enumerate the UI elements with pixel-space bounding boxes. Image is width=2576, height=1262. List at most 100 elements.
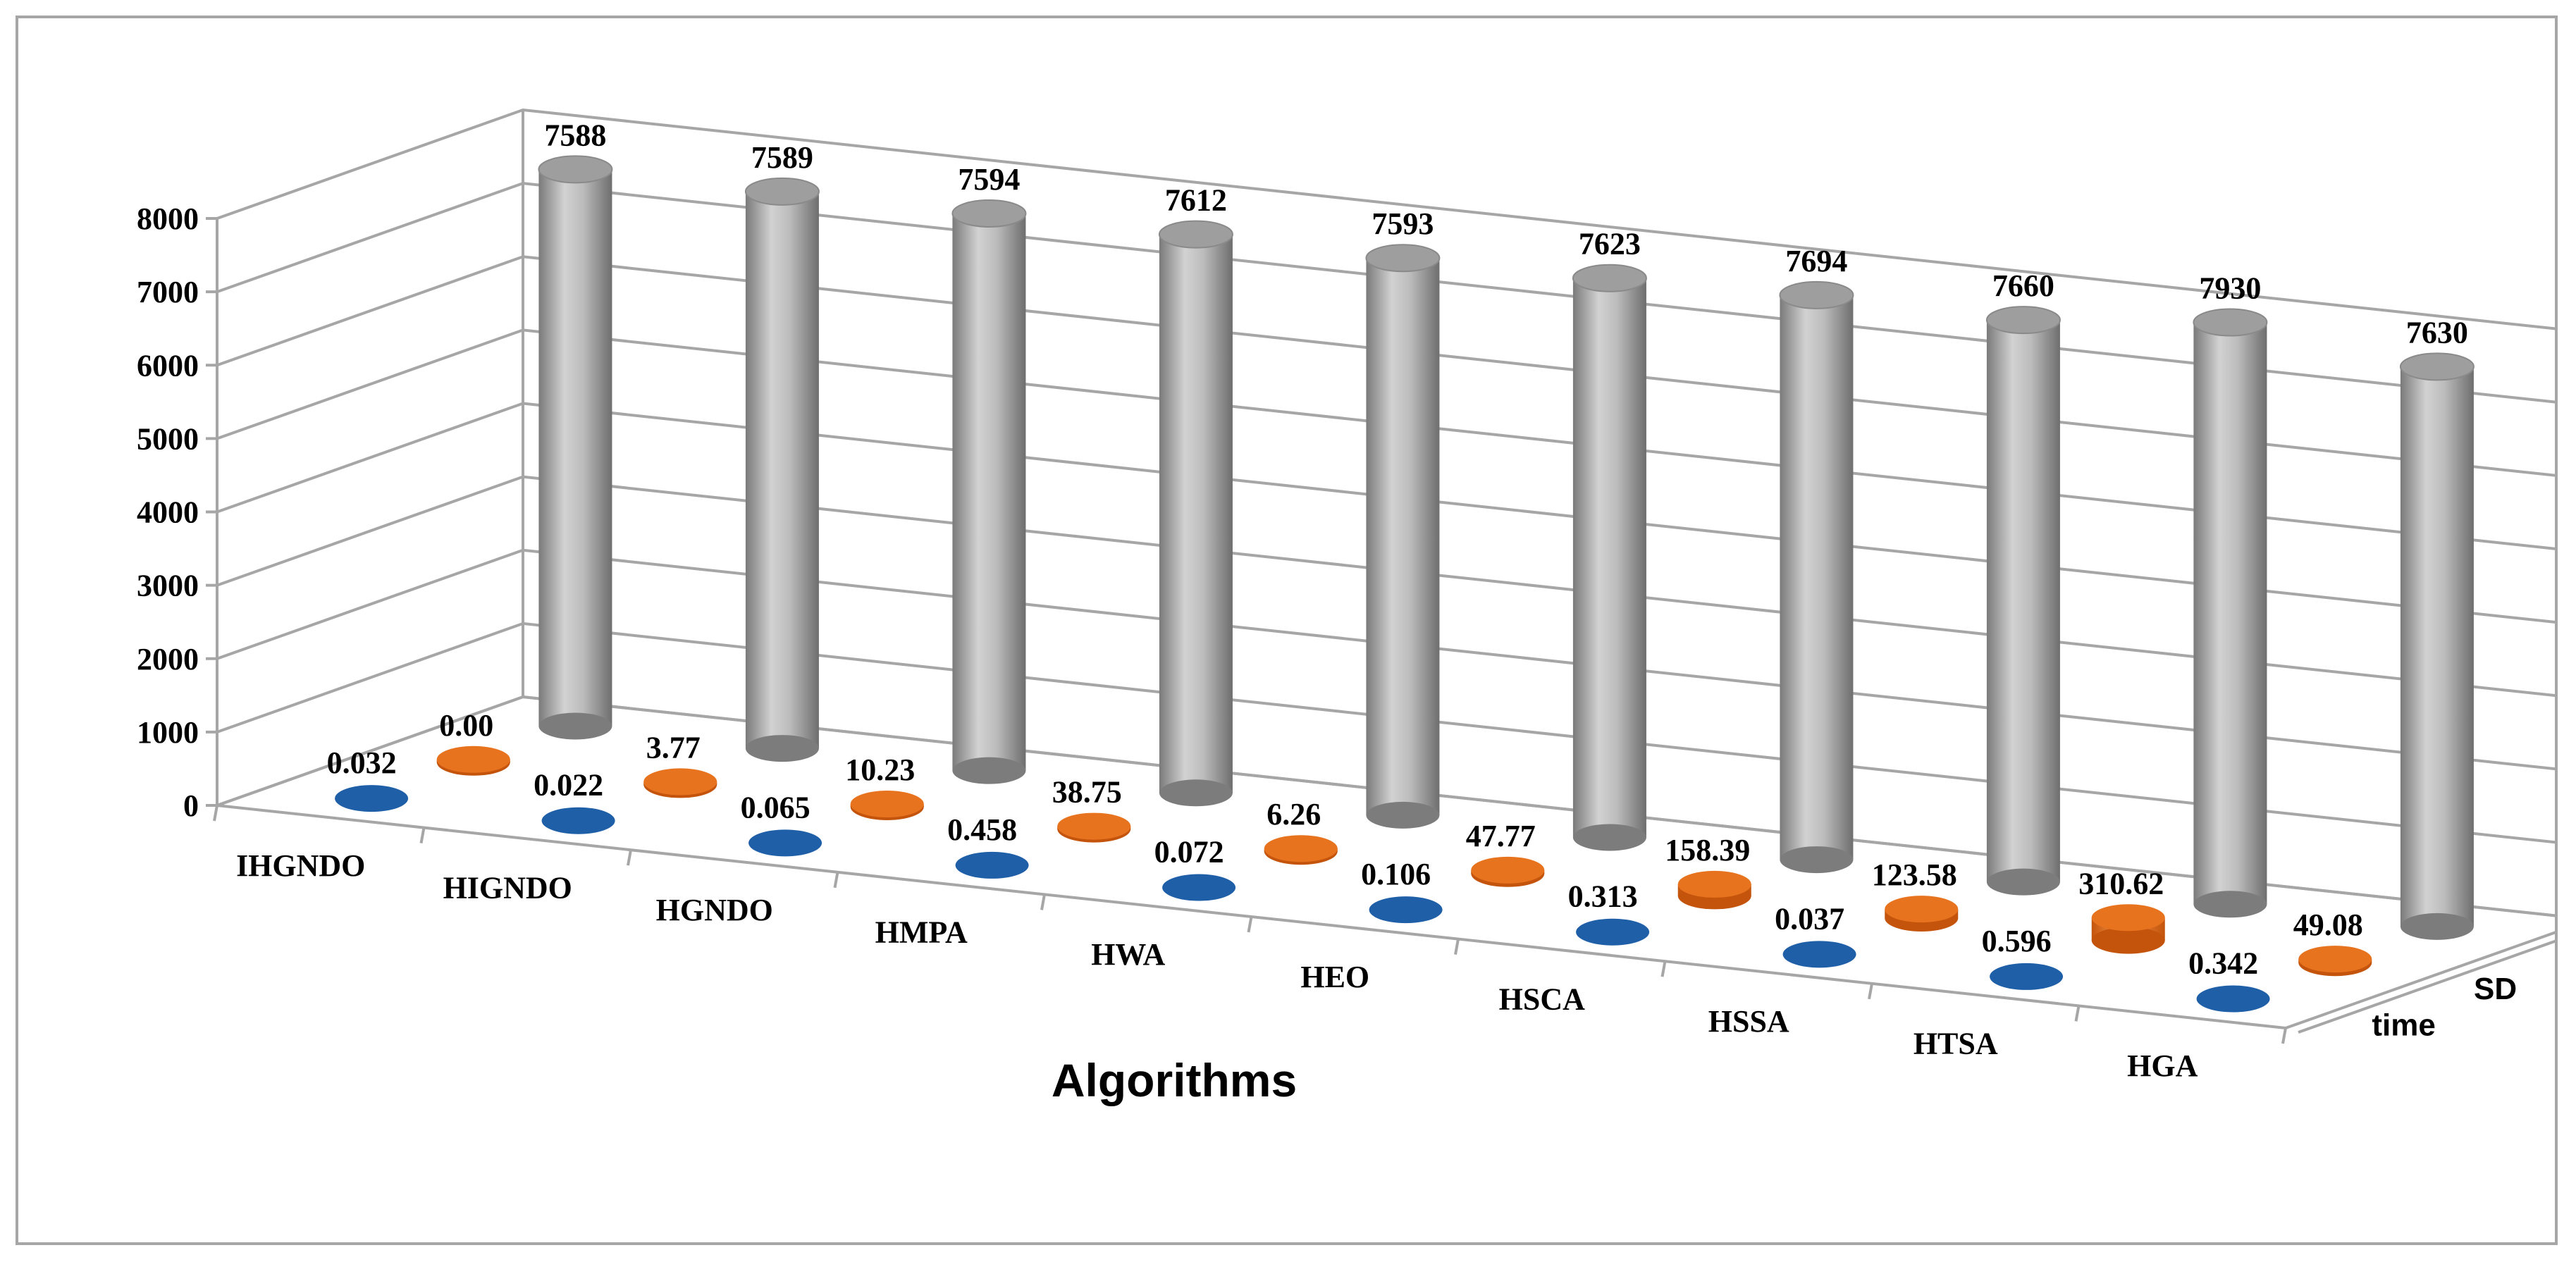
gridline-5000: [216, 328, 2556, 550]
bar-avg-ihgndo: [538, 155, 613, 740]
cylinder-top: [2193, 308, 2268, 337]
gridlines: [216, 108, 2556, 917]
cylinder-top: [951, 199, 1027, 228]
disc: [1576, 918, 1650, 946]
y-tick-label-5000: 5000: [137, 421, 199, 456]
x-tick-mark: [627, 849, 632, 866]
label-sd-higndo: 3.77: [646, 730, 701, 765]
y-tick-label-8000: 8000: [137, 202, 199, 236]
label-time-heo: 0.106: [1361, 857, 1431, 891]
label-avg-hga: 7630: [2406, 315, 2468, 349]
label-avg-hgndo: 7594: [958, 162, 1020, 197]
cylinder-body: [538, 169, 612, 726]
cylinder-top: [2298, 946, 2372, 973]
bar-time-hmpa: [955, 851, 1029, 879]
x-tick-label-hga: HGA: [2127, 1048, 2198, 1083]
x-axis-title: Algorithms: [1052, 1054, 1297, 1106]
label-time-hwa: 0.072: [1154, 835, 1224, 870]
bar-avg-hga: [2399, 352, 2475, 940]
cylinder-top: [643, 768, 717, 796]
cylinder-base: [952, 757, 1026, 784]
label-time-hssa: 0.037: [1775, 901, 1844, 936]
bar-time-hsca: [1576, 918, 1650, 946]
bar-time-higndo: [541, 807, 615, 834]
cylinder-top: [1264, 835, 1338, 862]
x-tick-label-htsa: HTSA: [1913, 1027, 1998, 1061]
label-avg-htsa: 7930: [2199, 271, 2261, 306]
x-tick-mark: [419, 827, 426, 843]
cylinder-base: [1572, 824, 1646, 851]
bar-avg-hgndo: [951, 199, 1027, 784]
depth-axis-line: [2298, 939, 2556, 1034]
chart-frame: 0 1000 2000 3000 4000 5000 6000 7000 8000 IHGNDO…: [16, 16, 2558, 1245]
cylinder-body: [2400, 366, 2474, 927]
depth-label-sd: SD: [2474, 972, 2517, 1006]
bar-time-heo: [1369, 896, 1443, 924]
x-tick-label-hssa: HSSA: [1708, 1004, 1789, 1039]
disc: [1990, 963, 2064, 990]
label-time-hga: 0.342: [2188, 946, 2258, 981]
label-sd-htsa: 310.62: [2078, 866, 2164, 901]
gridline-4000: [216, 402, 2556, 624]
gridline-0: [216, 695, 2556, 917]
bar-avg-htsa: [2193, 308, 2268, 918]
bar-sd-hwa: [1264, 835, 1338, 865]
label-sd-hsca: 158.39: [1665, 833, 1750, 867]
disc: [1369, 896, 1443, 924]
cylinder-top: [436, 746, 510, 773]
chart-marks: [335, 155, 2475, 1013]
bar-sd-hgndo: [850, 791, 924, 820]
depth-label-time: time: [2372, 1008, 2435, 1042]
y-tick-label-2000: 2000: [137, 642, 199, 676]
cylinder-top: [2091, 904, 2165, 932]
y-tick-label-7000: 7000: [137, 275, 199, 309]
disc: [1162, 874, 1236, 901]
gridline-2000: [216, 548, 2556, 771]
bar-sd-hssa: [1885, 896, 1959, 932]
x-tick-mark: [1454, 939, 1460, 955]
gridline-6000: [216, 255, 2556, 477]
cylinder-base: [1159, 779, 1233, 807]
bar-avg-hmpa: [1158, 220, 1233, 807]
x-tick-mark: [1868, 983, 1873, 1000]
cylinder-top: [1471, 856, 1545, 884]
bar-sd-hsca: [1677, 870, 1751, 910]
cylinder-base: [538, 712, 612, 740]
label-avg-hssa: 7660: [1992, 268, 2054, 303]
cylinder-top: [1572, 264, 1647, 292]
cylinder-body: [2193, 322, 2267, 905]
x-tick-mark: [1247, 916, 1253, 933]
label-time-hsca: 0.313: [1568, 879, 1638, 914]
bar-time-ihgndo: [335, 785, 409, 812]
x-tick-label-hwa: HWA: [1091, 937, 1165, 972]
cylinder-top: [1885, 896, 1959, 923]
cylinder-top: [538, 155, 613, 184]
label-sd-hga: 49.08: [2293, 908, 2363, 942]
x-tick-label-hgndo: HGNDO: [656, 893, 773, 927]
x-tick-mark: [2281, 1027, 2287, 1044]
cylinder-base: [2193, 891, 2267, 918]
x-tick-label-heo: HEO: [1300, 960, 1369, 994]
bar-sd-hga: [2298, 946, 2372, 977]
gridline-7000: [216, 182, 2556, 404]
bar-time-htsa: [1990, 963, 2064, 990]
cylinder-base: [1986, 868, 2060, 896]
chart-canvas: 0 1000 2000 3000 4000 5000 6000 7000 8000 IHGNDO…: [137, 108, 2556, 1106]
data-labels: 7588 7589 7594 7612 7593 7623 7694 7660 7930 7630…: [327, 118, 2468, 980]
cylinder-top: [744, 177, 820, 206]
y-tick-label-1000: 1000: [137, 715, 199, 750]
y-tick-label-3000: 3000: [137, 569, 199, 603]
cylinder-top: [1057, 812, 1131, 840]
cylinder-top: [1985, 306, 2061, 335]
cylinder-base: [1366, 801, 1440, 829]
cylinder-top: [1779, 280, 1854, 309]
x-tick-mark: [213, 805, 218, 822]
label-avg-hwa: 7593: [1372, 206, 1434, 241]
disc: [2196, 985, 2270, 1013]
y-tick-label-6000: 6000: [137, 348, 199, 383]
label-avg-ihgndo: 7588: [544, 118, 606, 152]
cylinder-top: [1365, 244, 1441, 273]
cylinder-top: [1158, 220, 1233, 249]
bar-avg-heo: [1572, 264, 1647, 851]
disc: [335, 785, 409, 812]
